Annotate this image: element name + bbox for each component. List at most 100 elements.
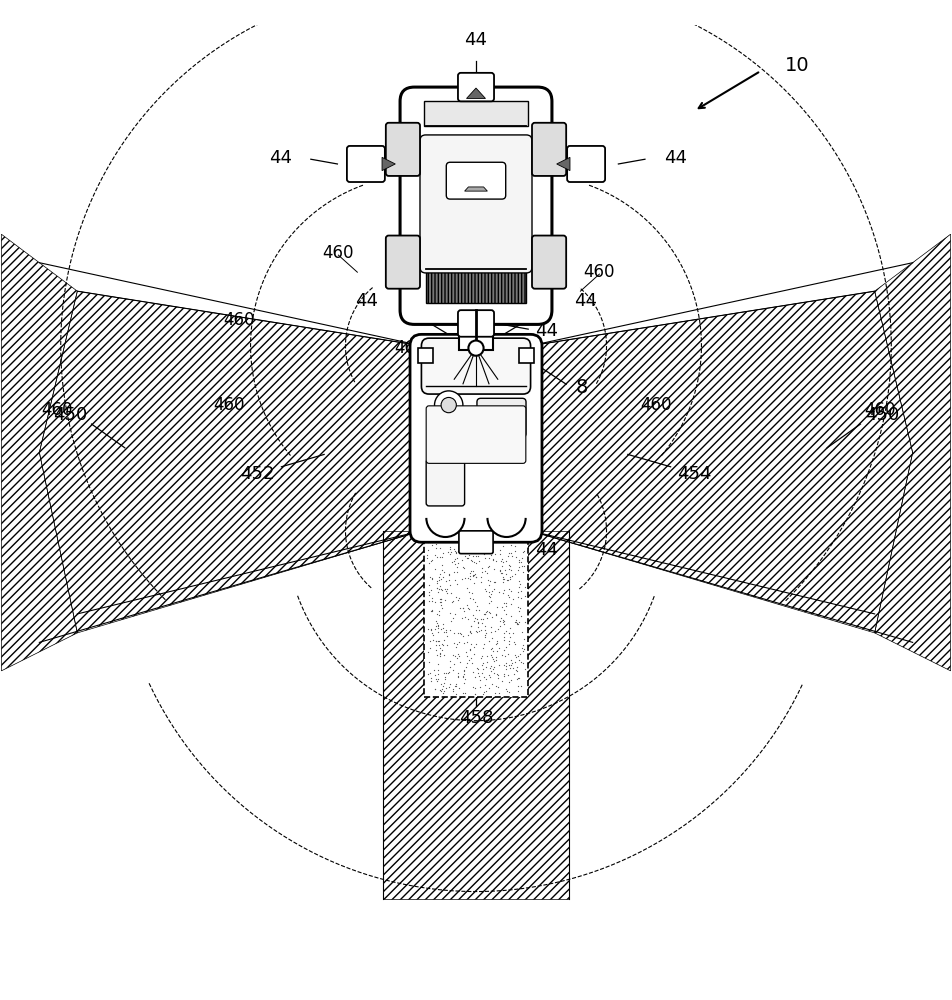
Point bbox=[486, 665, 502, 681]
Point bbox=[515, 550, 530, 566]
Point bbox=[472, 602, 487, 618]
Point bbox=[434, 582, 449, 598]
Point bbox=[456, 669, 471, 685]
Point bbox=[425, 603, 440, 619]
Point bbox=[422, 584, 437, 600]
Text: 458: 458 bbox=[459, 709, 493, 727]
Point bbox=[433, 676, 448, 692]
Point bbox=[474, 665, 489, 681]
Point bbox=[485, 609, 500, 625]
Point bbox=[431, 572, 446, 588]
Point bbox=[455, 533, 470, 549]
Point bbox=[435, 569, 450, 585]
Point bbox=[456, 600, 471, 616]
Point bbox=[431, 620, 446, 636]
Point bbox=[446, 683, 461, 699]
Point bbox=[452, 654, 467, 670]
Point bbox=[447, 543, 463, 559]
Point bbox=[443, 622, 458, 638]
Point bbox=[489, 635, 505, 651]
Point bbox=[515, 637, 530, 653]
FancyBboxPatch shape bbox=[422, 338, 530, 394]
Point bbox=[486, 653, 502, 669]
Point bbox=[450, 665, 466, 681]
Point bbox=[504, 583, 519, 599]
Point bbox=[509, 671, 525, 687]
Text: 454: 454 bbox=[677, 465, 711, 483]
Point bbox=[502, 620, 517, 636]
Point bbox=[496, 571, 511, 587]
Point bbox=[506, 625, 521, 641]
Point bbox=[449, 532, 465, 548]
Point bbox=[496, 613, 511, 629]
Bar bbox=[424, 101, 528, 126]
Point bbox=[488, 607, 504, 623]
Point bbox=[466, 613, 482, 629]
Point bbox=[485, 640, 500, 656]
Point bbox=[466, 554, 482, 570]
Point bbox=[469, 532, 485, 548]
Point bbox=[439, 532, 454, 548]
Point bbox=[503, 596, 518, 612]
Point bbox=[456, 628, 471, 644]
Point bbox=[488, 649, 504, 665]
Point bbox=[447, 678, 463, 694]
Point bbox=[448, 589, 464, 605]
Point bbox=[514, 558, 529, 574]
Point bbox=[427, 621, 443, 637]
Point bbox=[478, 659, 493, 675]
Point bbox=[424, 603, 439, 619]
Point bbox=[435, 616, 450, 632]
Point bbox=[502, 545, 517, 561]
Point bbox=[489, 599, 505, 615]
Point bbox=[488, 606, 504, 622]
Point bbox=[433, 640, 448, 656]
Point bbox=[488, 553, 504, 569]
Point bbox=[494, 551, 509, 567]
Point bbox=[513, 590, 528, 606]
Point bbox=[483, 605, 498, 621]
Point bbox=[486, 581, 502, 597]
FancyBboxPatch shape bbox=[458, 73, 494, 101]
Point bbox=[465, 531, 480, 547]
Point bbox=[433, 591, 448, 607]
Point bbox=[485, 583, 500, 599]
Point bbox=[466, 575, 481, 591]
Point bbox=[477, 627, 492, 643]
Point bbox=[488, 636, 504, 652]
Text: 460: 460 bbox=[213, 396, 245, 414]
Point bbox=[451, 648, 466, 664]
Point bbox=[498, 648, 513, 664]
Point bbox=[456, 666, 471, 682]
Point bbox=[482, 633, 497, 649]
Point bbox=[482, 589, 497, 605]
Point bbox=[449, 559, 465, 575]
Point bbox=[489, 643, 505, 659]
Point bbox=[491, 640, 506, 656]
Point bbox=[448, 639, 464, 655]
Point bbox=[513, 600, 528, 616]
Point bbox=[480, 565, 495, 581]
Point bbox=[455, 668, 470, 684]
Point bbox=[468, 636, 484, 652]
Point bbox=[442, 605, 457, 621]
Text: 44: 44 bbox=[500, 187, 523, 205]
Point bbox=[471, 614, 486, 630]
Point bbox=[476, 661, 491, 677]
Point bbox=[440, 637, 455, 653]
Point bbox=[428, 633, 444, 649]
Point bbox=[485, 541, 500, 557]
Point bbox=[495, 574, 510, 590]
Point bbox=[433, 597, 448, 613]
Point bbox=[449, 564, 465, 580]
Point bbox=[463, 565, 478, 581]
Point bbox=[446, 662, 461, 678]
Point bbox=[503, 652, 518, 668]
Point bbox=[452, 634, 467, 650]
Point bbox=[453, 626, 468, 642]
Point bbox=[484, 641, 499, 657]
Point bbox=[511, 552, 526, 568]
Point bbox=[452, 532, 467, 548]
Point bbox=[455, 600, 470, 616]
Point bbox=[498, 606, 513, 622]
